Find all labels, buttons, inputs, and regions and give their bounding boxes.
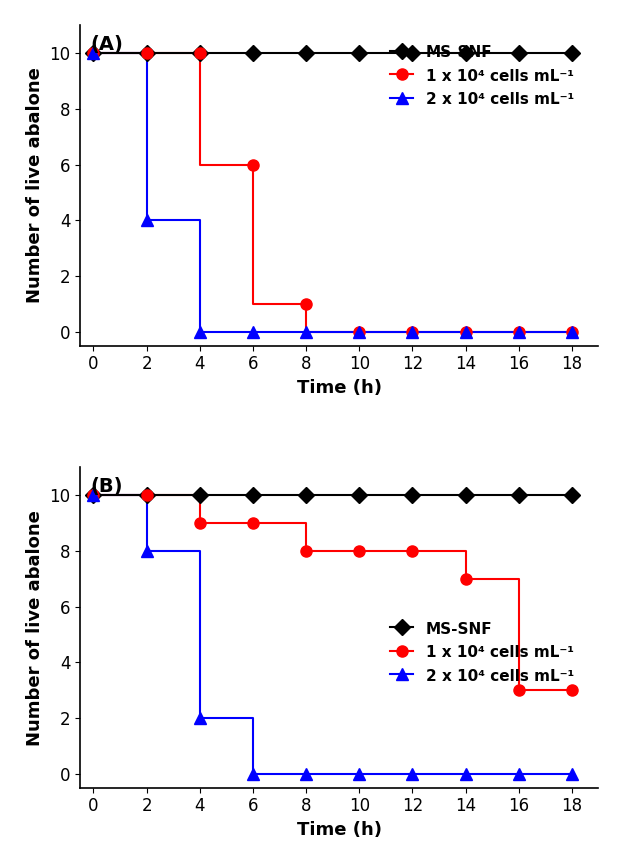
X-axis label: Time (h): Time (h) — [297, 379, 382, 397]
Legend: MS-SNF, 1 x 10⁴ cells mL⁻¹, 2 x 10⁴ cells mL⁻¹: MS-SNF, 1 x 10⁴ cells mL⁻¹, 2 x 10⁴ cell… — [384, 615, 580, 690]
Text: (B): (B) — [91, 477, 123, 496]
Y-axis label: Number of live abalone: Number of live abalone — [26, 68, 44, 303]
Text: (A): (A) — [91, 35, 123, 54]
Legend: MS-SNF, 1 x 10⁴ cells mL⁻¹, 2 x 10⁴ cells mL⁻¹: MS-SNF, 1 x 10⁴ cells mL⁻¹, 2 x 10⁴ cell… — [384, 38, 580, 113]
Y-axis label: Number of live abalone: Number of live abalone — [26, 510, 44, 745]
X-axis label: Time (h): Time (h) — [297, 821, 382, 839]
